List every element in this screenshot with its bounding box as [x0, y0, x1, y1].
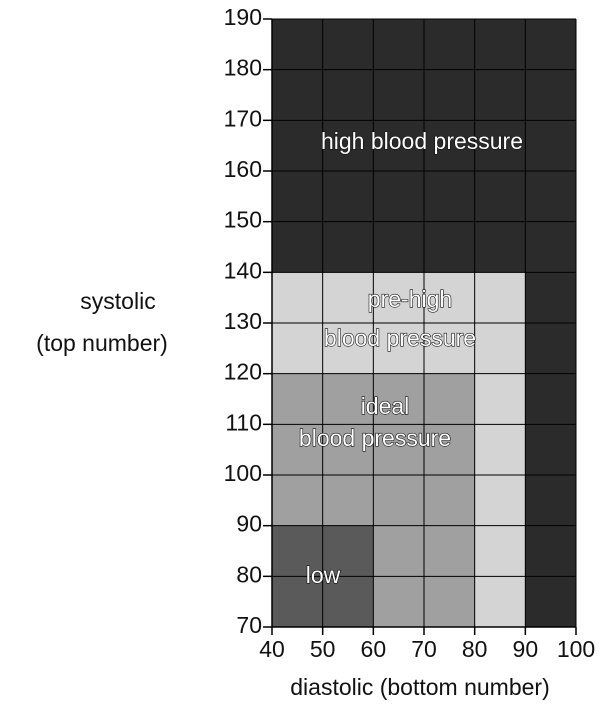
y-tick-label: 70: [236, 612, 262, 638]
y-tick-label: 180: [224, 55, 262, 81]
x-axis-label: diastolic (bottom number): [290, 674, 550, 700]
y-tick-label: 140: [224, 257, 262, 283]
y-tick-label: 150: [224, 207, 262, 233]
y-tick-label: 110: [225, 409, 262, 435]
y-tick-label: 90: [236, 511, 262, 537]
y-axis-label: systolic: [80, 288, 155, 314]
x-tick-label: 50: [310, 636, 336, 662]
y-tick-label: 160: [224, 156, 262, 182]
x-tick-label: 80: [462, 636, 488, 662]
y-tick-label: 190: [224, 4, 262, 30]
y-tick-label: 120: [224, 359, 262, 385]
y-tick-label: 130: [224, 308, 262, 334]
y-tick-label: 170: [224, 105, 262, 131]
region-label: ideal: [361, 393, 410, 419]
region-label: pre-high: [368, 286, 452, 312]
y-tick-label: 80: [236, 561, 262, 587]
region-label: blood pressure: [324, 325, 476, 351]
x-tick-label: 90: [513, 636, 539, 662]
y-tick-label: 100: [224, 460, 262, 486]
x-tick-label: 100: [557, 636, 595, 662]
region-cell: [474, 373, 526, 627]
x-tick-label: 60: [361, 636, 387, 662]
region-label: low: [306, 562, 341, 588]
x-tick-label: 70: [411, 636, 437, 662]
region-label: high blood pressure: [321, 128, 523, 154]
region-cell: [525, 272, 576, 627]
y-axis-label: (top number): [36, 330, 168, 356]
region-label: blood pressure: [299, 425, 451, 451]
x-tick-label: 40: [259, 636, 285, 662]
